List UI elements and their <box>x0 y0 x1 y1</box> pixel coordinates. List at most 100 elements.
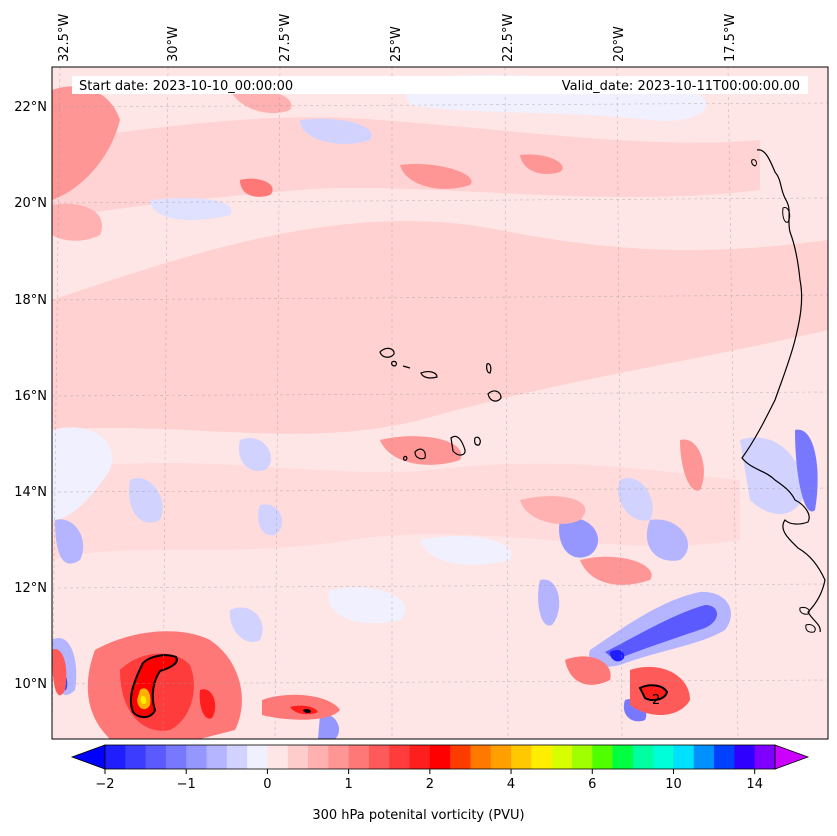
colorbar-cell <box>653 745 674 769</box>
colorbar-cell <box>511 745 532 769</box>
lon-label: 25°W <box>389 26 404 62</box>
colorbar-tick-label: 4 <box>507 777 515 792</box>
colorbar-cell <box>490 745 512 769</box>
colorbar-cell <box>105 745 126 769</box>
date-banner <box>72 76 808 94</box>
pv-dark-dot <box>303 708 311 714</box>
colorbar-cell <box>450 745 471 769</box>
coast-detail-3 <box>799 607 810 615</box>
colorbar-cell <box>754 745 776 769</box>
colorbar-tick-label: −1 <box>177 777 196 792</box>
start-date-label: Start date: 2023-10-10_00:00:00 <box>79 79 293 94</box>
pv-red-streak-3 <box>520 154 563 175</box>
colorbar-cell <box>389 745 411 769</box>
colorbar-cell <box>531 745 553 769</box>
colorbar-cell <box>409 745 431 769</box>
lat-label: 14°N <box>14 485 47 500</box>
lat-label: 20°N <box>14 196 47 211</box>
colorbar-cell <box>612 745 634 769</box>
colorbar: −2 −1 0 1 2 4 6 10 14 <box>70 744 810 792</box>
colorbar-frame <box>104 744 776 770</box>
colorbar-tick-label: −2 <box>95 777 114 792</box>
lon-label: 20°W <box>612 26 627 62</box>
colorbar-cell <box>571 745 593 769</box>
lat-label: 10°N <box>14 677 47 692</box>
colorbar-ticks: −2 −1 0 1 2 4 6 10 14 <box>95 769 763 792</box>
contour-label: 2 <box>652 693 660 708</box>
pv-red-streak-4 <box>230 88 292 114</box>
pv-red-streak-8 <box>520 496 586 524</box>
pv-blue-patch-5 <box>238 437 271 471</box>
colorbar-cell <box>186 745 208 769</box>
colorbar-cell <box>592 745 614 769</box>
colorbar-cell <box>368 745 390 769</box>
colorbar-cell <box>226 745 248 769</box>
pv-field: Start date: 2023-10-10_00:00:00 Valid_da… <box>52 67 828 739</box>
pv-2pvu-contour-se <box>638 684 669 701</box>
coast-detail-4 <box>805 624 816 633</box>
pv-sw-edge <box>52 649 67 696</box>
lat-label: 18°N <box>14 293 47 308</box>
pv-blue-patch-11 <box>740 437 805 514</box>
pv-pale-blue-west <box>52 427 112 520</box>
colorbar-cells <box>105 745 776 769</box>
coast-detail-1 <box>782 206 791 223</box>
pv-blue-patch-12 <box>795 429 818 512</box>
colorbar-cell <box>551 745 573 769</box>
colorbar-high-extend <box>774 744 810 770</box>
pv-blue-patch-4 <box>129 478 163 523</box>
pv-blue-patch-2 <box>150 198 232 220</box>
pv-red-streak-5 <box>380 436 462 465</box>
colorbar-cell <box>348 745 370 769</box>
pv-red-streak-7 <box>680 439 704 491</box>
colorbar-cell <box>693 745 715 769</box>
colorbar-tick-label: 0 <box>263 777 271 792</box>
colorbar-cell <box>470 745 492 769</box>
pv-red-streak-1 <box>240 178 273 197</box>
colorbar-cell <box>328 745 350 769</box>
lon-label: 30°W <box>166 26 181 62</box>
pv-sw-yellow-core <box>140 695 147 705</box>
colorbar-tick-label: 14 <box>746 777 763 792</box>
colorbar-title: 300 hPa potenital vorticity (PVU) <box>312 808 525 823</box>
colorbar-tick-label: 1 <box>344 777 352 792</box>
colorbar-low-extend <box>70 744 106 770</box>
lat-label: 16°N <box>14 389 47 404</box>
colorbar-cell <box>734 745 756 769</box>
pv-blue-patch-6 <box>258 504 283 536</box>
pv-band-mid <box>52 220 828 434</box>
colorbar-cell <box>247 745 268 769</box>
pv-blue-core-se <box>610 650 625 662</box>
colorbar-cell <box>145 745 167 769</box>
pv-blue-patch-14 <box>229 607 263 642</box>
lat-label: 12°N <box>14 581 47 596</box>
colorbar-cell <box>165 745 187 769</box>
colorbar-cell <box>632 745 654 769</box>
colorbar-cell <box>714 745 735 769</box>
colorbar-cell <box>429 745 451 769</box>
pv-red-nw <box>52 86 120 200</box>
latitude-labels: 22°N 20°N 18°N 16°N 14°N 12°N 10°N <box>14 100 47 692</box>
pv-blue-patch-1 <box>300 118 372 144</box>
longitude-labels: 32.5°W 30°W 27.5°W 25°W 22.5°W 20°W 17.5… <box>57 14 738 62</box>
lon-label: 27.5°W <box>278 14 293 62</box>
african-coastline <box>741 149 826 633</box>
colorbar-cell <box>206 745 228 769</box>
cape-verde-islands <box>379 347 502 461</box>
pv-pale-blue-3 <box>420 536 512 565</box>
pv-red-nw-2 <box>52 203 102 241</box>
colorbar-tick-label: 6 <box>588 777 596 792</box>
pv-sw-red-core <box>199 689 216 719</box>
lon-label: 17.5°W <box>723 14 738 62</box>
pv-red-streak-6 <box>580 556 652 585</box>
pv-se-red-1 <box>565 656 611 685</box>
pv-blue-patch-3 <box>55 519 84 564</box>
graticule <box>52 67 828 739</box>
pv-blue-patch-7 <box>538 579 560 626</box>
valid-date-label: Valid_date: 2023-10-11T00:00:00.00 <box>562 79 800 94</box>
coast-detail-2 <box>751 159 757 167</box>
plot-frame <box>51 66 829 740</box>
colorbar-cell <box>267 745 289 769</box>
lat-label: 22°N <box>14 100 47 115</box>
colorbar-tick-label: 2 <box>426 777 434 792</box>
